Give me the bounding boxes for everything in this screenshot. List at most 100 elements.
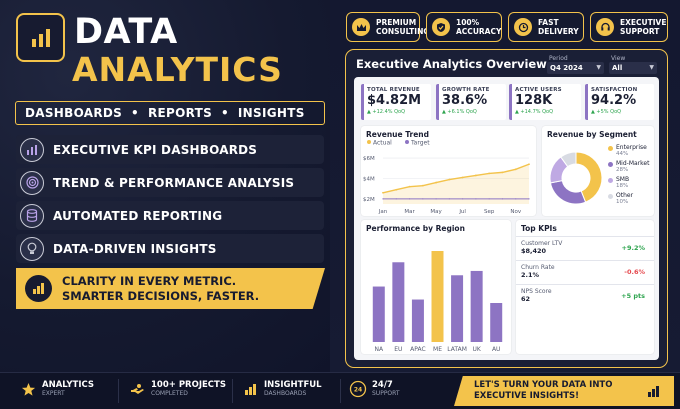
top-kpi-name: Customer LTV bbox=[521, 240, 563, 247]
kpi-label: ACTIVE USERS bbox=[515, 87, 562, 93]
legend-label: Target bbox=[410, 139, 430, 146]
bar-apac bbox=[411, 299, 424, 342]
x-tick-label: Jan bbox=[378, 209, 388, 215]
badge-line2: DELIVERY bbox=[538, 27, 579, 36]
x-tick-label: AU bbox=[492, 346, 501, 353]
legend-item: Mid-Market 28% bbox=[608, 160, 649, 174]
data-point bbox=[488, 172, 491, 175]
top-kpi-name: NPS Score bbox=[521, 288, 552, 295]
top-kpi-row: NPS Score 62 +5 pts bbox=[521, 288, 649, 303]
feature-data-insights: DATA-DRIVEN INSIGHTS bbox=[16, 234, 324, 263]
data-point bbox=[475, 174, 477, 177]
x-tick-label: ME bbox=[433, 346, 442, 353]
badge-line1: EXECUTIVE bbox=[620, 18, 667, 27]
footer-title: 100+ PROJECTS bbox=[151, 380, 226, 390]
bar-me bbox=[431, 251, 444, 342]
view-select[interactable]: All ▼ bbox=[609, 62, 657, 74]
hand-icon bbox=[127, 379, 147, 399]
x-tick-label: EU bbox=[394, 346, 402, 353]
data-point bbox=[501, 171, 504, 174]
bar-au bbox=[490, 303, 503, 342]
legend-marker bbox=[367, 140, 371, 144]
shield-check-icon bbox=[432, 18, 450, 36]
footer-title: INSIGHTFUL bbox=[264, 380, 322, 390]
revenue-trend-chart: Actual Target $2M $4M $6M Jan Mar May Jul Sep Nov bbox=[363, 139, 530, 215]
x-tick-label: Sep bbox=[484, 209, 495, 215]
data-point bbox=[422, 198, 424, 200]
tagline: DASHBOARDS • REPORTS • INSIGHTS bbox=[15, 101, 325, 125]
title-analytics: ANALYTICS bbox=[72, 50, 283, 89]
period-label: Period bbox=[549, 55, 568, 62]
data-point bbox=[408, 198, 411, 200]
kpi-card-satisfaction: SATISFACTION 94.2% ▲ +5% QoQ bbox=[585, 84, 654, 120]
footer-item-dashboards: INSIGHTFUL DASHBOARDS bbox=[240, 379, 322, 399]
kpi-value: $4.82M bbox=[367, 93, 422, 108]
top-kpi-delta: +9.2% bbox=[621, 244, 645, 252]
kpi-value: 38.6% bbox=[442, 93, 488, 108]
top-kpi-delta: +5 pts bbox=[621, 292, 645, 300]
legend-label: Mid-Market bbox=[616, 160, 650, 167]
donut-slice bbox=[560, 151, 577, 168]
divider bbox=[516, 260, 654, 261]
database-icon bbox=[20, 203, 44, 228]
period-select[interactable]: Q4 2024 ▼ bbox=[547, 62, 604, 74]
view-label: View bbox=[611, 55, 626, 62]
top-kpi-value: $8,420 bbox=[521, 247, 547, 255]
x-tick-label: APAC bbox=[410, 346, 426, 353]
divider bbox=[516, 236, 654, 237]
divider bbox=[516, 284, 654, 285]
y-tick-label: $4M bbox=[363, 177, 375, 183]
segment-title: Revenue by Segment bbox=[547, 130, 637, 139]
data-point bbox=[395, 198, 397, 200]
footer-subtitle: DASHBOARDS bbox=[264, 390, 307, 397]
data-point bbox=[435, 198, 437, 200]
badge-line2: SUPPORT bbox=[620, 27, 660, 36]
kpi-card-growth: GROWTH RATE 38.6% ▲ +6.1% QoQ bbox=[436, 84, 506, 120]
kpi-label: TOTAL REVENUE bbox=[367, 87, 420, 93]
legend-item: Enterprise 44% bbox=[608, 144, 649, 158]
bar-chart-icon bbox=[25, 275, 52, 302]
kpi-delta: ▲ +5% QoQ bbox=[591, 109, 622, 115]
top-kpi-delta: -0.6% bbox=[624, 268, 645, 276]
footer-separator bbox=[118, 379, 119, 403]
badge-line1: FAST bbox=[538, 18, 559, 27]
legend-swatch bbox=[608, 146, 613, 151]
data-point bbox=[421, 184, 424, 187]
lightbulb-icon bbox=[20, 236, 44, 261]
clock-icon bbox=[514, 18, 532, 36]
svg-text:24: 24 bbox=[354, 387, 362, 394]
y-tick-label: $2M bbox=[363, 197, 375, 203]
footer-item-analytics: ANALYTICS EXPERT bbox=[18, 379, 94, 399]
star-icon bbox=[18, 379, 38, 399]
footer-item-projects: 100+ PROJECTS COMPLETED bbox=[127, 379, 226, 399]
24h-icon: 24 bbox=[348, 379, 368, 399]
cta-banner[interactable]: LET'S TURN YOUR DATA INTO EXECUTIVE INSI… bbox=[454, 376, 674, 406]
data-point bbox=[475, 198, 477, 200]
performance-title: Performance by Region bbox=[366, 224, 465, 233]
footer-separator bbox=[340, 379, 341, 403]
kpi-delta: ▲ +12.4% QoQ bbox=[367, 109, 406, 115]
chevron-down-icon: ▼ bbox=[596, 64, 601, 71]
data-point bbox=[501, 198, 504, 200]
performance-region-card: Performance by Region NA EU APAC ME LATAM UK A… bbox=[361, 220, 511, 354]
feature-trend-analysis: TREND & PERFORMANCE ANALYSIS bbox=[16, 168, 324, 197]
area-actual bbox=[383, 164, 529, 204]
headset-icon bbox=[596, 18, 614, 36]
top-kpi-row: Churn Rate 2.1% -0.6% bbox=[521, 264, 649, 279]
data-point bbox=[528, 198, 530, 200]
legend-label: Actual bbox=[373, 139, 392, 146]
top-kpi-value: 62 bbox=[521, 295, 531, 303]
data-point bbox=[382, 191, 384, 194]
cta-line2: EXECUTIVE INSIGHTS! bbox=[474, 391, 580, 401]
legend-swatch bbox=[608, 178, 613, 183]
legend-pct: 18% bbox=[616, 183, 629, 189]
badge-line2: CONSULTING bbox=[376, 27, 430, 36]
badge-line1: 100% bbox=[456, 18, 480, 27]
legend-item: SMB 18% bbox=[608, 176, 649, 190]
bar-uk bbox=[470, 270, 483, 342]
data-point bbox=[395, 188, 398, 191]
x-tick-label: LATAM bbox=[447, 346, 467, 353]
data-point bbox=[514, 168, 517, 171]
y-tick-label: $6M bbox=[363, 156, 375, 162]
feature-label: DATA-DRIVEN INSIGHTS bbox=[53, 241, 217, 256]
